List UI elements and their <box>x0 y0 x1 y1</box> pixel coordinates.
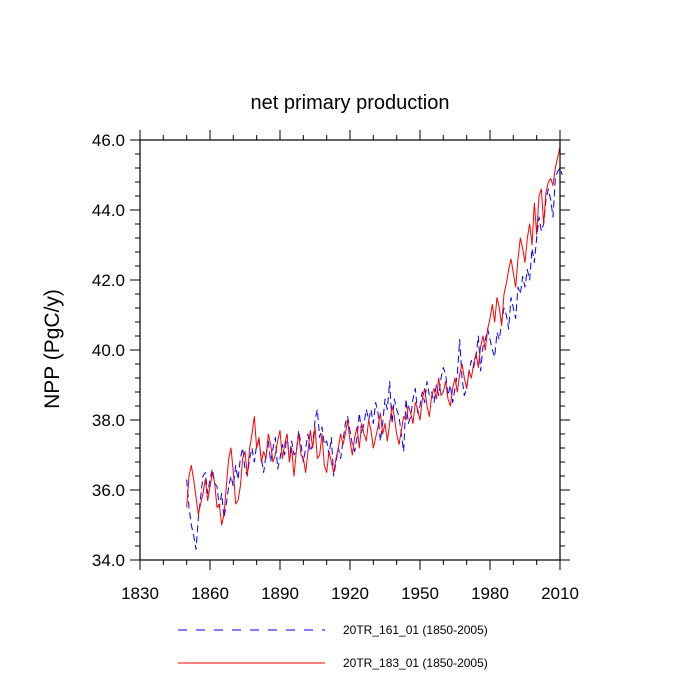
plot-area <box>186 146 563 550</box>
legend-label: 20TR_161_01 (1850-2005) <box>343 623 488 637</box>
series-line-2 <box>186 146 561 526</box>
legend-entry-2: 20TR_183_01 (1850-2005) <box>178 656 488 670</box>
series-line-1 <box>186 167 563 550</box>
x-tick-label: 1920 <box>331 584 369 603</box>
legend-label: 20TR_183_01 (1850-2005) <box>343 656 488 670</box>
y-tick-label: 40.0 <box>92 341 125 360</box>
legend-entry-1: 20TR_161_01 (1850-2005) <box>178 623 488 637</box>
x-tick-label: 1890 <box>261 584 299 603</box>
x-tick-label: 1860 <box>191 584 229 603</box>
x-tick-label: 1950 <box>401 584 439 603</box>
legend: 20TR_161_01 (1850-2005) 20TR_183_01 (1850… <box>178 623 488 670</box>
y-tick-label: 34.0 <box>92 551 125 570</box>
y-axis-label: NPP (PgC/y) <box>41 289 64 409</box>
y-tick-label: 42.0 <box>92 271 125 290</box>
x-tick-label: 1830 <box>121 584 159 603</box>
plot-frame <box>139 139 561 561</box>
chart-title: net primary production <box>251 92 450 114</box>
x-tick-label: 1980 <box>471 584 509 603</box>
y-tick-label: 46.0 <box>92 131 125 150</box>
axes: 1830 1860 1890 1920 1950 1980 2010 34.0 36.0 38.0… <box>92 130 579 603</box>
x-tick-label: 2010 <box>541 584 579 603</box>
y-tick-label: 36.0 <box>92 481 125 500</box>
y-tick-label: 44.0 <box>92 201 125 220</box>
y-tick-label: 38.0 <box>92 411 125 430</box>
